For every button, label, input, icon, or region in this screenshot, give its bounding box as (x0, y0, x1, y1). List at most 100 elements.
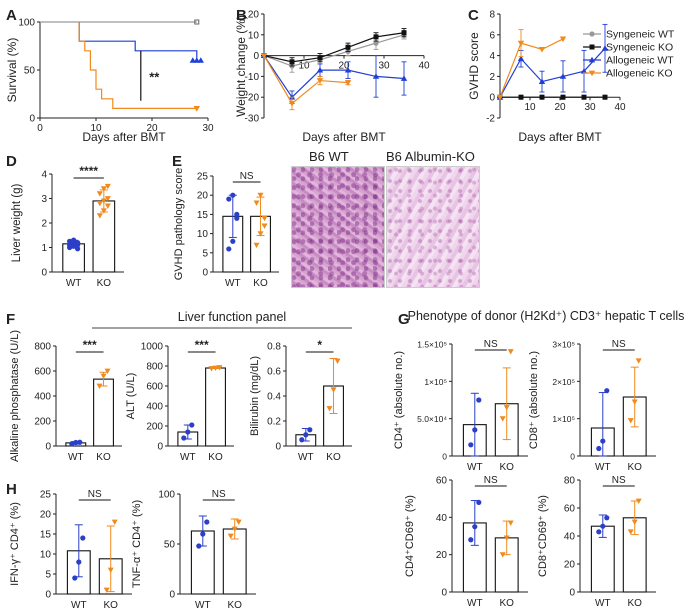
B-xtick-label: 40 (418, 61, 430, 72)
panel-letter-H: H (6, 481, 17, 498)
G1-point-ko (499, 416, 506, 422)
E-point-ko (257, 231, 264, 237)
H2-ytick-label: 0 (169, 590, 175, 601)
A-end-marker-allogeneic-wt (193, 57, 200, 63)
F3-ytick-label: 0.2 (267, 417, 281, 428)
D-xtick-label-ko: KO (97, 278, 112, 289)
D-ylabel: Liver weight (g) (11, 184, 23, 263)
histology-label-ko: B6 Albumin-KO (386, 149, 475, 164)
D-point-ko (104, 183, 111, 190)
F1-point-wt (73, 439, 79, 446)
H2-sig-label: NS (212, 489, 226, 500)
F2-point-wt (189, 422, 195, 428)
legend-label-syn_wt: Syngeneic WT (606, 29, 675, 41)
F1-point-wt (69, 441, 75, 447)
B-series-syngeneic-ko (263, 32, 405, 63)
histology-image-wt (291, 166, 385, 288)
A-xlabel: Days after BMT (82, 130, 166, 144)
F2-ytick-label: 0 (157, 442, 163, 453)
F1-xtick-label-ko: KO (96, 452, 111, 463)
B-xlabel: Days after BMT (302, 130, 386, 144)
histology-image-ko (386, 166, 480, 288)
D-ytick-label: 0 (41, 268, 47, 279)
F2-point-ko (216, 365, 223, 371)
F3-ytick-label: 0 (275, 442, 281, 453)
B-ytick-label: -30 (245, 114, 260, 125)
E-point-wt (234, 215, 240, 221)
D-point-wt (75, 246, 81, 252)
B-series-allogeneic-wt (263, 55, 405, 99)
B-ytick-label: 10 (248, 30, 260, 41)
F1-xtick-label-wt: WT (68, 452, 84, 463)
H2-xtick-label-wt: WT (195, 600, 211, 611)
H1-ytick-label: 0 (45, 590, 51, 601)
D-point-ko (100, 186, 107, 192)
B-point-allogeneic-wt (316, 66, 324, 73)
H1-ytick-label: 15 (40, 530, 52, 541)
A-xtick-label: 10 (90, 123, 102, 134)
B-point-syngeneic-ko (373, 34, 379, 40)
F2-ytick-label: 1000 (141, 342, 164, 353)
F1-ytick-label: 200 (34, 417, 51, 428)
C-point-allogeneic-wt (538, 78, 546, 84)
B-point-allogeneic-wt (400, 75, 408, 81)
G1-ylabel: CD4⁺ (absolute no.) (393, 351, 405, 449)
C-series-allogeneic-wt (499, 47, 606, 98)
B-ytick-label: 0 (253, 51, 259, 62)
C-point-allogeneic-ko (559, 36, 567, 43)
G1-ytick-label: 1.5×10⁵ (417, 340, 447, 350)
G4-point-wt (604, 515, 610, 521)
B-point-allogeneic-ko (288, 101, 296, 107)
H1-point-wt (76, 559, 82, 565)
G2-point-ko (627, 418, 634, 424)
panel-letter-E: E (172, 153, 182, 170)
F2-point-wt (181, 435, 187, 441)
F3-ytick-label: 0.4 (267, 392, 281, 403)
B-point-syngeneic-ko (345, 44, 351, 50)
C-xlabel: Days after BMT (518, 130, 602, 144)
H1-ytick-label: 25 (40, 490, 52, 501)
H2-ytick-label: 50 (164, 540, 176, 551)
F3-point-ko (334, 358, 341, 364)
B-point-allogeneic-ko (260, 53, 268, 59)
A-xtick-label: 30 (202, 123, 214, 134)
D-point-wt (71, 237, 77, 243)
legend-marker-allo_wt (588, 56, 596, 63)
D-point-ko (104, 196, 111, 202)
H2-point-ko (231, 526, 238, 532)
C-ylabel: GVHD score (467, 32, 481, 100)
C-point-syngeneic-ko (581, 94, 587, 100)
G2-ytick-label: 2×10⁵ (552, 377, 575, 387)
C-point-syngeneic-ko (602, 94, 608, 100)
D-ytick-label: 1 (41, 243, 47, 254)
H1-ytick-label: 5 (45, 570, 51, 581)
E-point-wt (226, 196, 232, 202)
F2-bar-ko (205, 367, 226, 447)
C-xtick-label: 40 (614, 102, 626, 113)
G2-ylabel: CD8⁺ (absolute no.) (528, 351, 540, 449)
C-point-allogeneic-ko (496, 94, 504, 101)
D-ytick-label: 4 (41, 170, 47, 181)
E-point-ko (261, 223, 268, 229)
legend-label-allo_wt: Allogeneic WT (606, 55, 674, 67)
B-point-allogeneic-ko (316, 78, 324, 84)
G4-sig-label: NS (612, 475, 626, 486)
B-ytick-label: 20 (248, 10, 260, 21)
E-ytick-label: 25 (197, 172, 209, 183)
G1-ytick-label: 5.0×10⁴ (417, 414, 447, 424)
B-point-syngeneic-wt (373, 40, 379, 46)
C-series-allogeneic-ko (499, 38, 564, 98)
F3-sig-label: * (317, 338, 322, 352)
D-sig-label: **** (79, 164, 98, 178)
C-point-syngeneic-ko (539, 94, 545, 100)
legend-marker-syn_wt (589, 31, 595, 37)
E-ytick-label: 20 (197, 191, 209, 202)
H1-point-wt (80, 535, 86, 541)
H2-point-ko (227, 533, 234, 539)
F3-ytick-label: 0.8 (267, 342, 281, 353)
panel-letter-F: F (6, 311, 15, 328)
F2-ylabel: ALT (U/L) (125, 373, 137, 420)
H1-point-ko (107, 567, 114, 573)
D-point-ko (96, 201, 103, 207)
A-ylabel: Survival (%) (5, 38, 19, 103)
